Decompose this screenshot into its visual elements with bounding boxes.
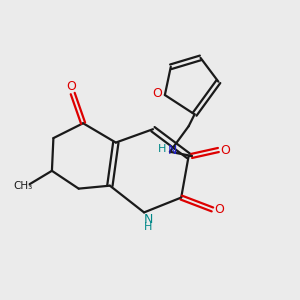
Text: H: H	[144, 222, 153, 232]
Text: O: O	[214, 203, 224, 216]
Text: O: O	[66, 80, 76, 94]
Text: CH₃: CH₃	[14, 181, 33, 191]
Text: N: N	[168, 144, 178, 157]
Text: O: O	[152, 87, 162, 100]
Text: H: H	[158, 144, 166, 154]
Text: O: O	[220, 143, 230, 157]
Text: N: N	[144, 213, 153, 226]
